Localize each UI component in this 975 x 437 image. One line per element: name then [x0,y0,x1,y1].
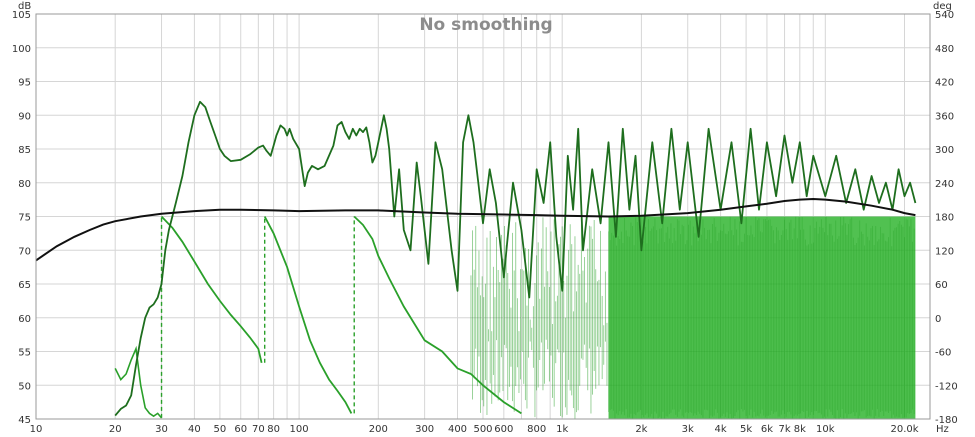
x-unit-label: Hz [936,424,949,435]
x-tick-label: 5k [740,424,752,435]
phase-line-low [114,345,163,419]
y2-tick-label: -120 [935,381,958,392]
y-tick-label: 95 [18,78,31,89]
y-tick-label: 75 [18,213,31,224]
y2-tick-label: 480 [935,44,954,55]
x-tick-label: 7k [778,424,790,435]
phase-line-segment [160,215,263,364]
x-tick-label: 200 [369,424,388,435]
x-tick-label: 10k [816,424,835,435]
x-tick-label: 30 [155,424,168,435]
plot-frame [35,13,931,420]
y-tick-label: 90 [18,111,31,122]
y-tick-label: 55 [18,348,31,359]
y-tick-label: 105 [12,10,31,21]
y-tick-label: 65 [18,280,31,291]
x-tick-label: 400 [448,424,467,435]
y-tick-label: 100 [12,44,31,55]
y2-tick-label: 60 [935,280,948,291]
x-tick-label: 3k [682,424,694,435]
phase-line-segment [353,215,522,415]
x-tick-label: 10 [30,424,43,435]
y2-tick-label: 360 [935,111,954,122]
y2-tick-label: -60 [935,348,951,359]
tick-labels: 10 20 30 40 50 60 70 80 100 200 300 400 500 600 800 1k 2… [12,10,958,435]
x-tick-label: 600 [494,424,513,435]
x-tick-label: 100 [290,424,309,435]
y2-tick-label: 180 [935,213,954,224]
y-unit-label: dB [18,1,31,12]
y-tick-label: 60 [18,314,31,325]
phase-fill-area [470,216,916,419]
y-tick-label: 45 [18,415,31,426]
x-tick-label: 2k [635,424,647,435]
y-tick-label: 85 [18,145,31,156]
x-tick-label: 20.0k [890,424,918,435]
y2-tick-label: 0 [935,314,941,325]
y2-tick-label: 300 [935,145,954,156]
y2-unit-label: deg [933,1,952,12]
phase-fill-block [608,216,916,419]
x-tick-label: 20 [109,424,122,435]
x-tick-label: 50 [214,424,227,435]
y-tick-label: 70 [18,246,31,257]
x-tick-label: 300 [415,424,434,435]
y-tick-label: 50 [18,381,31,392]
x-tick-label: 4k [715,424,727,435]
x-tick-label: 500 [473,424,492,435]
x-tick-label: 1k [556,424,568,435]
x-tick-label: 800 [527,424,546,435]
black-trace-line [35,197,916,262]
x-tick-label: 40 [188,424,201,435]
series-layer [35,100,917,419]
x-tick-label: 60 [234,424,247,435]
x-tick-label: 70 [252,424,265,435]
y2-tick-label: 120 [935,246,954,257]
x-tick-label: 6k [761,424,773,435]
y2-tick-label: 540 [935,10,954,21]
chart-title: No smoothing [419,15,552,35]
y2-tick-label: 420 [935,78,954,89]
phase-line-segment [263,216,353,414]
y-tick-label: 80 [18,179,31,190]
y2-tick-label: -180 [935,415,958,426]
x-tick-label: 8k [794,424,806,435]
y2-tick-label: 240 [935,179,954,190]
x-tick-label: 80 [267,424,280,435]
